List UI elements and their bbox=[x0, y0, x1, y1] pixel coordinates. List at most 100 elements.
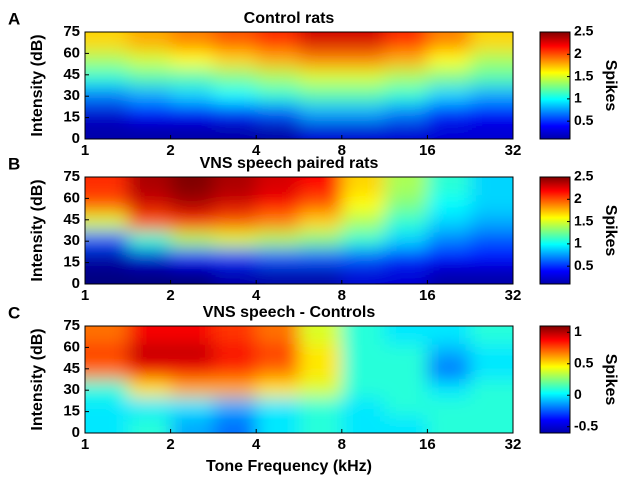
colorbar bbox=[539, 176, 571, 285]
heatmap-cell bbox=[127, 230, 172, 249]
heatmap-cell bbox=[170, 343, 214, 363]
heatmap-cell bbox=[341, 266, 386, 284]
y-tick-label: 0 bbox=[72, 424, 80, 441]
heatmap-cell bbox=[427, 361, 471, 380]
heatmap-cell bbox=[170, 177, 214, 196]
heatmap-cell bbox=[213, 230, 257, 249]
heatmap-cell bbox=[427, 397, 471, 416]
heatmap-cell bbox=[299, 121, 343, 139]
heatmap-cell bbox=[85, 194, 129, 214]
heatmap-cell bbox=[170, 415, 214, 433]
x-tick-label: 8 bbox=[338, 436, 346, 453]
heatmap-cell bbox=[384, 361, 428, 380]
heatmap-cell bbox=[170, 397, 214, 416]
colorbar-tick-label: 1 bbox=[574, 235, 582, 251]
heatmap-cell bbox=[256, 194, 300, 214]
heatmap-cell bbox=[470, 326, 513, 345]
heatmap-cell bbox=[427, 379, 471, 398]
heatmap-cell bbox=[427, 121, 471, 139]
heatmap-cell bbox=[213, 121, 257, 139]
heatmap-cell bbox=[384, 266, 428, 284]
heatmap-cell bbox=[427, 326, 471, 345]
heatmap-cell bbox=[341, 32, 386, 51]
heatmap-cell bbox=[384, 177, 428, 196]
y-tick-label: 60 bbox=[63, 44, 80, 61]
heatmap-cell bbox=[256, 397, 300, 416]
heatmap bbox=[85, 177, 513, 284]
heatmap-cell bbox=[85, 379, 129, 398]
panel-title: VNS speech - Controls bbox=[203, 304, 376, 321]
colorbar-label: Spikes bbox=[602, 205, 619, 257]
colorbar-tick-label: 2 bbox=[574, 45, 582, 61]
y-tick-label: 0 bbox=[72, 275, 80, 292]
heatmap-cell bbox=[427, 49, 471, 69]
x-axis-label: Tone Frequency (kHz) bbox=[206, 458, 372, 475]
heatmap-cell bbox=[127, 266, 172, 284]
heatmap-cell bbox=[127, 194, 172, 214]
heatmap-cell bbox=[341, 230, 386, 249]
heatmap-cell bbox=[341, 397, 386, 416]
heatmap-cell bbox=[213, 177, 257, 196]
heatmap-cell bbox=[213, 194, 257, 214]
heatmap-cell bbox=[213, 343, 257, 363]
heatmap-cell bbox=[384, 32, 428, 51]
x-tick-label: 8 bbox=[338, 142, 346, 159]
heatmap-cell bbox=[213, 212, 257, 231]
heatmap-cell bbox=[470, 32, 513, 51]
x-tick-label: 16 bbox=[419, 142, 436, 159]
heatmap-cell bbox=[256, 326, 300, 345]
y-axis-label: Intensity (dB) bbox=[29, 34, 46, 136]
colorbar-tick-label: 2.5 bbox=[574, 168, 594, 184]
heatmap-cell bbox=[299, 103, 343, 122]
plot-frame bbox=[84, 176, 514, 285]
heatmap-cell bbox=[256, 85, 300, 104]
colorbar bbox=[539, 325, 571, 434]
heatmap-cell bbox=[470, 103, 513, 122]
heatmap-cell bbox=[213, 397, 257, 416]
heatmap-cell bbox=[256, 103, 300, 122]
heatmap-cell bbox=[427, 103, 471, 122]
heatmap-cell bbox=[85, 177, 129, 196]
heatmap-cell bbox=[384, 248, 428, 267]
heatmap-cell bbox=[427, 212, 471, 231]
heatmap-cell bbox=[470, 212, 513, 231]
y-tick-label: 15 bbox=[63, 403, 80, 420]
heatmap-cell bbox=[299, 194, 343, 214]
heatmap-cell bbox=[427, 248, 471, 267]
heatmap-cell bbox=[213, 85, 257, 104]
heatmap-cell bbox=[341, 343, 386, 363]
y-tick-label: 60 bbox=[63, 338, 80, 355]
heatmap-cell bbox=[170, 194, 214, 214]
heatmap-cell bbox=[127, 361, 172, 380]
x-tick-label: 4 bbox=[252, 287, 261, 304]
x-tick-label: 4 bbox=[252, 142, 261, 159]
y-tick-label: 15 bbox=[63, 109, 80, 126]
heatmap-cell bbox=[127, 49, 172, 69]
heatmap-cell bbox=[299, 415, 343, 433]
heatmap-cell bbox=[341, 194, 386, 214]
heatmap-cell bbox=[127, 67, 172, 86]
heatmap-cell bbox=[127, 212, 172, 231]
heatmap-cell bbox=[384, 397, 428, 416]
heatmap-cell bbox=[256, 361, 300, 380]
heatmap-cell bbox=[170, 49, 214, 69]
colorbar-tick-label: 2.5 bbox=[574, 23, 594, 39]
x-tick-label: 2 bbox=[166, 287, 174, 304]
heatmap-cell bbox=[127, 248, 172, 267]
heatmap-cell bbox=[256, 212, 300, 231]
colorbar-tick-label: -0.5 bbox=[574, 417, 598, 433]
plot-frame bbox=[84, 31, 514, 140]
heatmap-cells bbox=[85, 32, 513, 139]
y-tick-label: 30 bbox=[63, 381, 80, 398]
panel-label: B bbox=[8, 154, 20, 173]
heatmap-cell bbox=[427, 194, 471, 214]
panel-label: C bbox=[8, 303, 20, 322]
heatmap-cell bbox=[427, 32, 471, 51]
panel-label: A bbox=[8, 9, 20, 28]
heatmap-cell bbox=[470, 194, 513, 214]
colorbar-tick-label: 0 bbox=[574, 386, 582, 402]
heatmap-cell bbox=[299, 326, 343, 345]
heatmap-cell bbox=[85, 361, 129, 380]
heatmap-cell bbox=[85, 49, 129, 69]
